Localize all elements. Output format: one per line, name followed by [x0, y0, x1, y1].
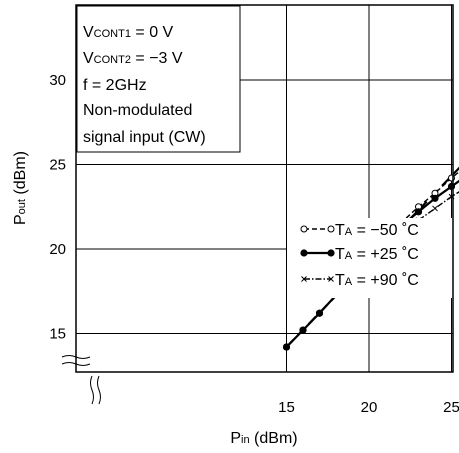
tick-labels: 1520253015202530	[49, 72, 459, 416]
legend-item-2: TA = +25 ˚C	[300, 246, 419, 263]
legend-marker-left-1	[300, 225, 308, 233]
legend: TA = −50 ˚C TA = +25 ˚C TA = +90 ˚C	[287, 218, 459, 298]
y-tick-label-30: 30	[49, 72, 66, 89]
series-2-point-1	[299, 326, 307, 334]
y-tick-label-15: 15	[49, 326, 66, 343]
axis-break-marks	[61, 355, 101, 405]
x-tick-label-20: 20	[361, 399, 378, 416]
legend-label-1: TA = −50 ˚C	[335, 222, 419, 239]
legend-marker-right-2	[327, 249, 335, 257]
conditions-box-frame	[76, 5, 241, 153]
y-tick-label-20: 20	[49, 241, 66, 258]
condition-line-1: VCONT1 = 0 V	[83, 24, 174, 41]
legend-marker-right-3	[328, 276, 334, 282]
legend-label-3: TA = +90 ˚C	[335, 272, 419, 289]
legend-marker-right-1	[327, 225, 335, 233]
conditions-box: VCONT1 = 0 V VCONT2 = −3 V f = 2GHz Non-mod…	[76, 5, 241, 153]
condition-line-4: Non-modulated	[83, 102, 192, 119]
condition-line-3: f = 2GHz	[83, 77, 147, 94]
legend-label-2: TA = +25 ˚C	[335, 246, 419, 263]
legend-item-1: TA = −50 ˚C	[300, 222, 419, 239]
x-tick-label-25: 25	[443, 399, 459, 416]
x-tick-label-15: 15	[278, 399, 295, 416]
x-axis-break	[90, 375, 101, 405]
legend-marker-left-3	[301, 276, 307, 282]
axis-titles: Pin (dBm) Pout (dBm)	[12, 151, 298, 447]
series-3-point-6	[432, 205, 438, 212]
legend-background	[287, 218, 459, 298]
y-tick-label-25: 25	[49, 157, 66, 174]
series-2-point-2	[315, 309, 324, 317]
series-2-point-0	[282, 343, 291, 351]
legend-item-3: TA = +90 ˚C	[301, 272, 419, 289]
condition-line-5: signal input (CW)	[83, 129, 206, 146]
series-2-point-7	[447, 182, 456, 191]
series-2-point-6	[431, 194, 439, 202]
y-axis-title: Pout (dBm)	[12, 151, 29, 225]
x-axis-title: Pin (dBm)	[230, 430, 297, 447]
series-2-point-5	[414, 208, 423, 216]
condition-line-2: VCONT2 = −3 V	[83, 50, 183, 67]
plot-frame	[75, 4, 454, 373]
legend-marker-left-2	[300, 249, 308, 257]
